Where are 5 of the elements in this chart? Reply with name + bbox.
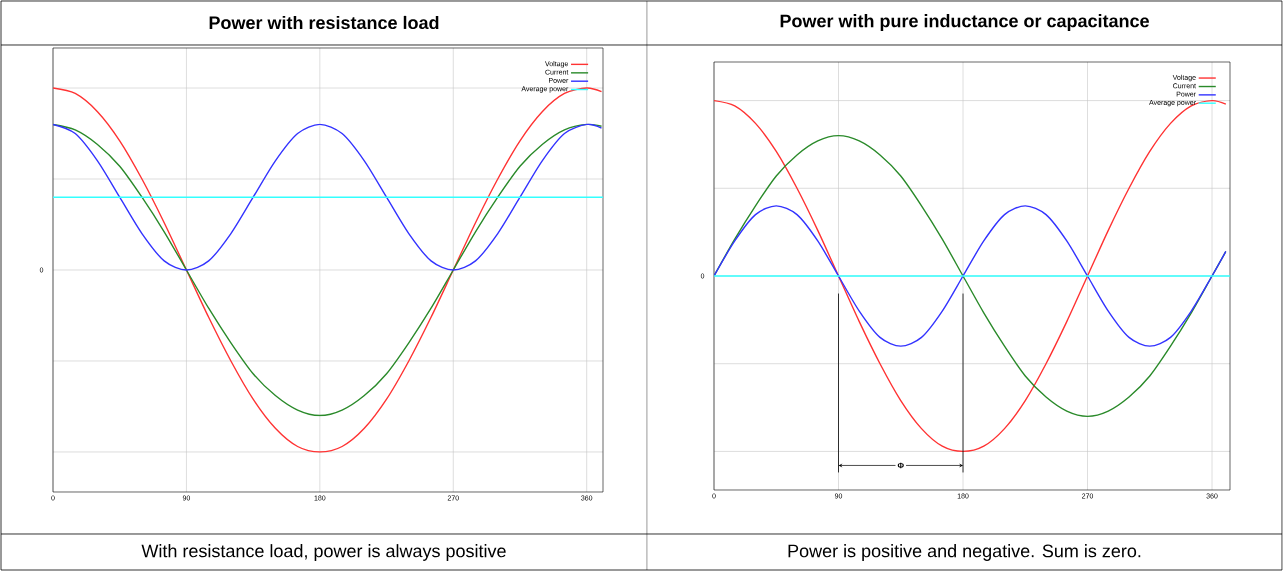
chart-title: Power with resistance load — [209, 15, 439, 30]
text: Φ — [897, 462, 904, 469]
chart-title: Power with pure inductance or capacitance — [780, 14, 1149, 31]
text: With resistance load, power is always positive — [141, 544, 506, 561]
text: Power is positive and negative. Sum is zero. — [788, 544, 1141, 561]
